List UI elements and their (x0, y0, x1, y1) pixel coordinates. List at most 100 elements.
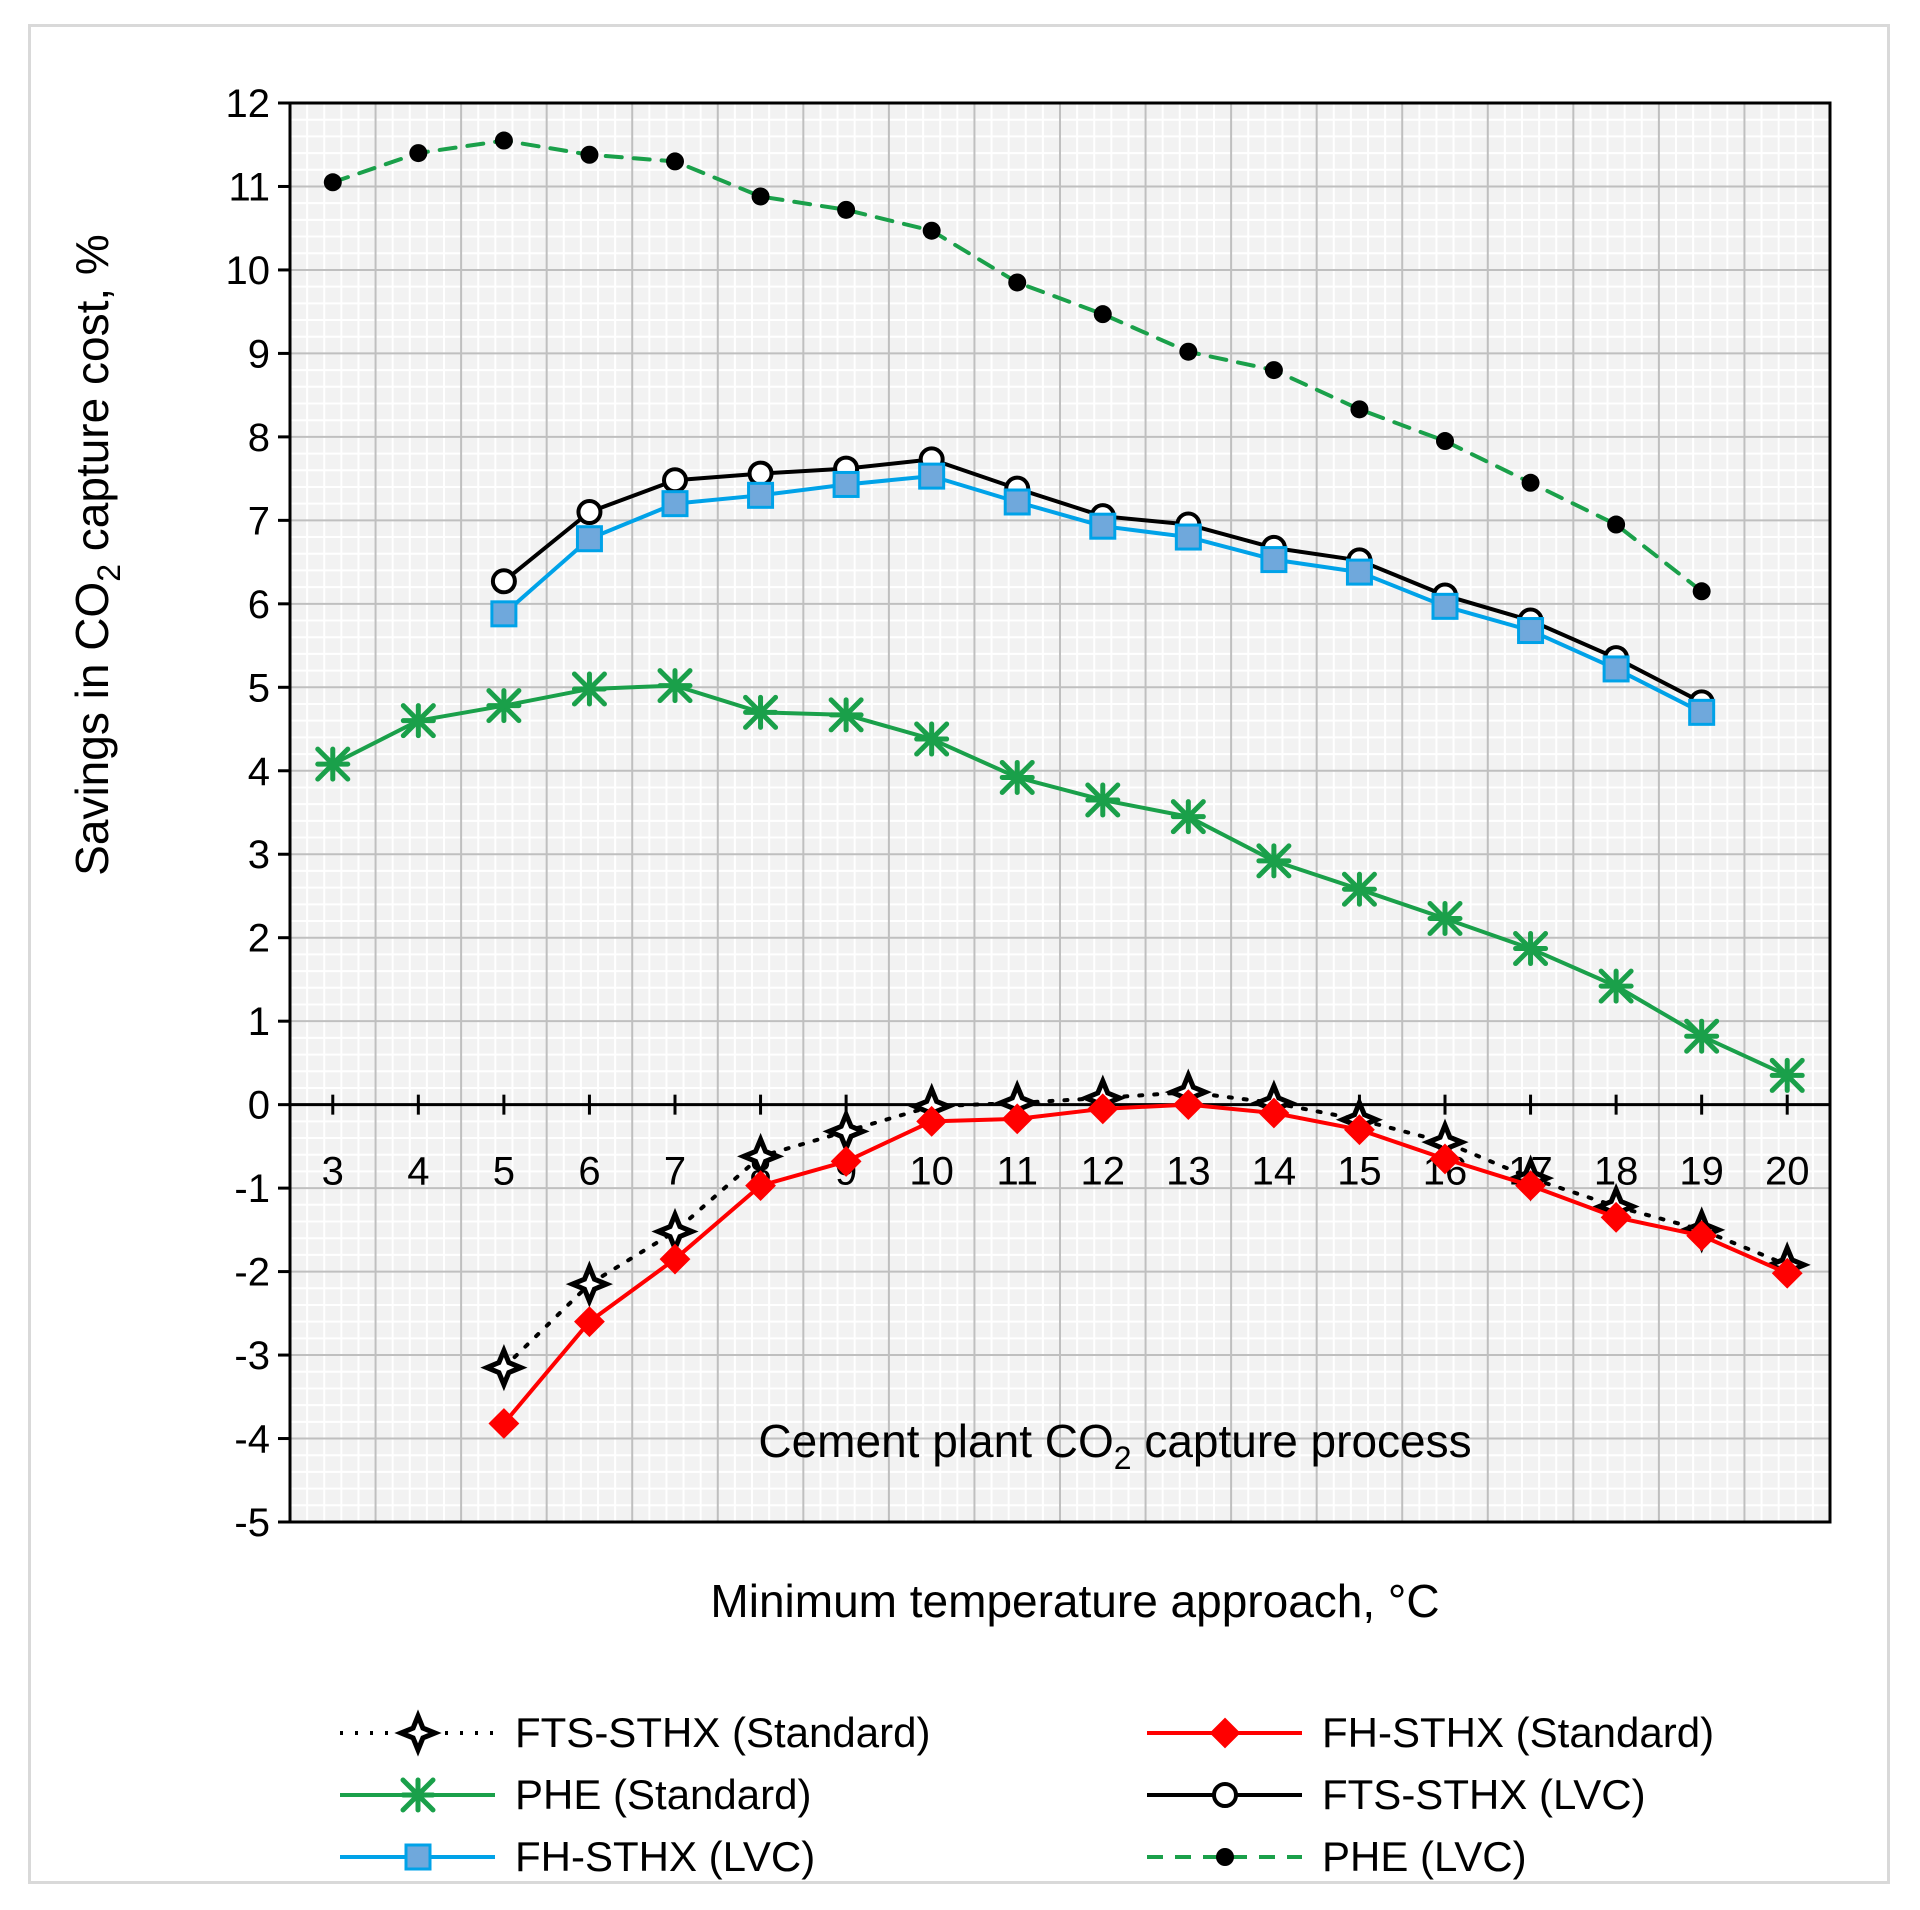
y-tick-label: -5 (234, 1501, 270, 1545)
data-point (575, 525, 603, 553)
annotation-subscript: 2 (1114, 1440, 1132, 1476)
data-point (999, 759, 1035, 795)
data-point (1344, 1114, 1375, 1146)
data-point (1085, 782, 1121, 818)
series-4 (490, 462, 1716, 726)
data-point (1264, 361, 1283, 380)
data-point (323, 173, 342, 192)
data-point (1515, 1170, 1546, 1202)
y-tick-label: -4 (234, 1418, 270, 1462)
y-tick-label: -3 (234, 1334, 270, 1378)
data-point (1771, 1257, 1803, 1289)
data-point (1001, 1103, 1033, 1135)
data-point (747, 460, 774, 487)
data-point (914, 721, 950, 757)
y-tick-label: 10 (226, 249, 271, 293)
legend-label: FH-STHX (Standard) (1322, 1709, 1714, 1756)
data-point (1517, 617, 1545, 645)
data-point (745, 1170, 776, 1202)
data-point (1008, 273, 1027, 292)
legend-label: PHE (Standard) (515, 1771, 811, 1818)
legend-label: PHE (LVC) (1322, 1833, 1527, 1880)
data-point (747, 481, 775, 509)
data-point (743, 694, 779, 730)
data-point (1688, 698, 1716, 726)
legend-label: FTS-STHX (LVC) (1322, 1771, 1646, 1818)
data-point (1345, 558, 1373, 586)
y-axis-label-suffix: capture cost, % (66, 234, 118, 564)
data-point (490, 600, 518, 628)
chart-frame (28, 24, 1890, 1884)
series-1 (488, 1089, 1803, 1439)
data-point (571, 671, 607, 707)
legend-item: PHE (Standard) (340, 1771, 811, 1818)
y-tick-label: 3 (248, 833, 270, 877)
data-point (918, 462, 946, 490)
data-point (659, 1243, 691, 1275)
data-point (400, 703, 436, 739)
data-point (315, 746, 351, 782)
data-point (1692, 582, 1711, 601)
data-point (1686, 1220, 1718, 1252)
legend-marker (400, 1777, 436, 1813)
data-point (657, 668, 693, 704)
y-tick-label: 4 (248, 750, 270, 794)
legend-marker (1212, 1782, 1238, 1808)
x-tick-label: 20 (1765, 1150, 1810, 1194)
legend-item: FH-STHX (LVC) (340, 1833, 815, 1880)
data-point (1436, 432, 1454, 451)
data-point (1600, 1201, 1632, 1233)
y-tick-label: 1 (248, 1000, 270, 1044)
data-point (1684, 1018, 1720, 1054)
data-point (837, 200, 856, 219)
series-5 (323, 131, 1711, 601)
data-point (1521, 473, 1540, 492)
data-point (1093, 305, 1112, 324)
data-point (486, 688, 522, 724)
y-axis-label-prefix: Savings in CO (66, 582, 118, 876)
data-point (916, 1105, 948, 1137)
series-line (501, 1090, 1790, 1370)
x-tick-label: 6 (578, 1150, 600, 1194)
y-tick-label: 5 (248, 666, 270, 710)
data-point (480, 1344, 528, 1392)
data-point (1769, 1057, 1805, 1093)
data-point (1513, 931, 1549, 967)
data-point (666, 152, 684, 171)
legend-marker (1209, 1717, 1241, 1749)
data-point (1607, 515, 1626, 534)
data-point (1170, 799, 1206, 835)
data-point (1429, 1143, 1461, 1175)
x-tick-label: 7 (664, 1150, 686, 1194)
y-tick-label: -1 (234, 1167, 270, 1211)
legend-marker (404, 1843, 432, 1871)
data-point (1089, 512, 1117, 540)
x-tick-label: 15 (1337, 1150, 1382, 1194)
series-2 (315, 668, 1805, 1093)
axes (278, 101, 1832, 1524)
y-tick-label: 8 (248, 416, 270, 460)
series-line (330, 683, 1790, 1078)
y-tick-label: 0 (248, 1084, 270, 1128)
legend-marker (1216, 1848, 1234, 1866)
data-point (662, 467, 688, 494)
legend-item: FH-STHX (Standard) (1147, 1709, 1714, 1756)
y-tick-label: 11 (228, 165, 270, 209)
data-point (1179, 342, 1198, 361)
data-point (1350, 400, 1369, 419)
annotation-prefix: Cement plant CO (758, 1415, 1113, 1467)
legend-marker (394, 1709, 442, 1757)
data-point (574, 1306, 605, 1338)
data-point (1003, 488, 1031, 516)
x-tick-label: 11 (996, 1150, 1038, 1194)
legend-item: FTS-STHX (Standard) (340, 1709, 930, 1757)
series-line (501, 1102, 1790, 1426)
x-tick-label: 10 (909, 1150, 954, 1194)
legend-label: FTS-STHX (Standard) (515, 1709, 930, 1756)
data-point (490, 568, 517, 595)
x-tick-label: 19 (1679, 1150, 1724, 1194)
data-point (830, 1145, 862, 1177)
data-point (922, 221, 941, 240)
data-point (565, 1260, 613, 1308)
